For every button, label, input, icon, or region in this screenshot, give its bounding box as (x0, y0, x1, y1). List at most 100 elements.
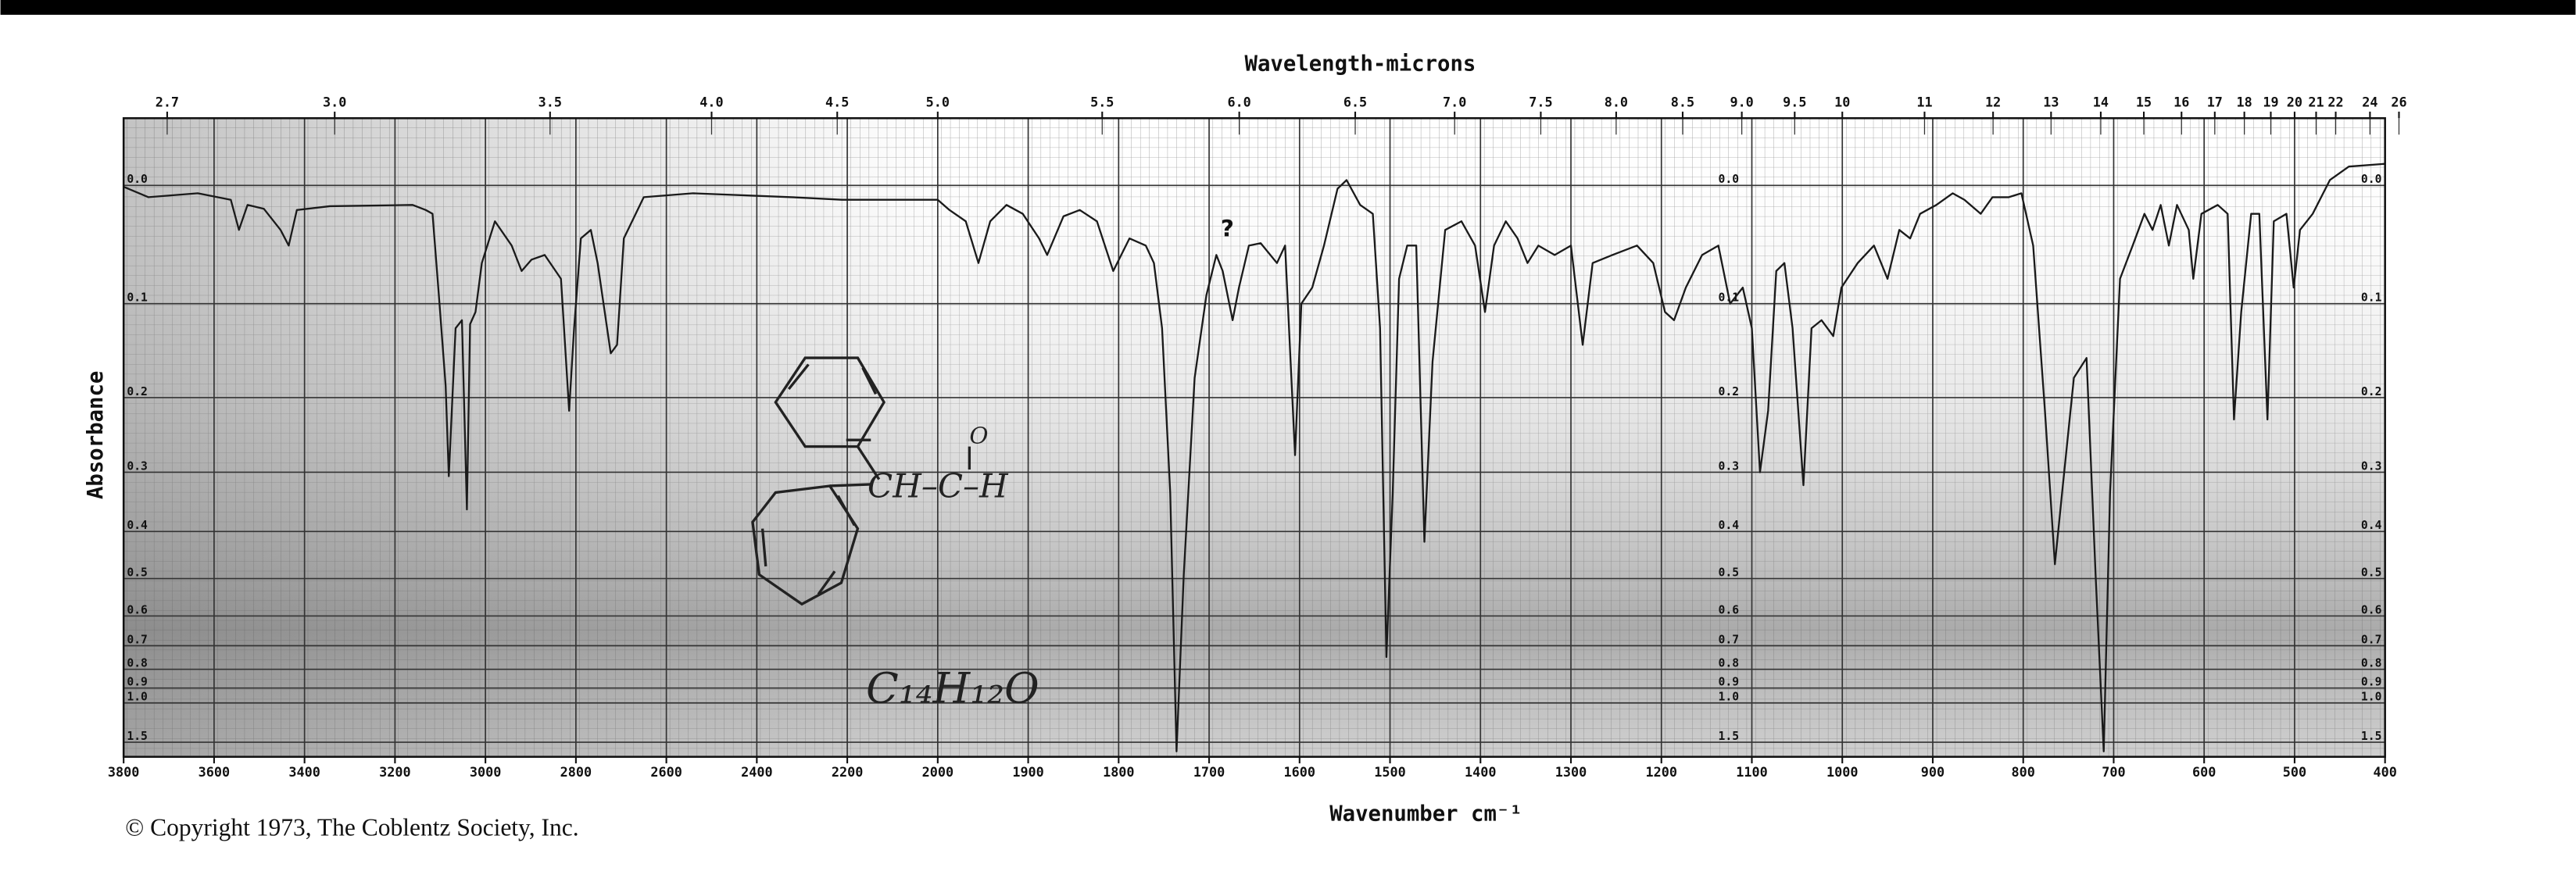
ring-2 (751, 484, 860, 606)
top-tick-label: 4.5 (825, 95, 849, 110)
top-tick-label: 19 (2263, 95, 2278, 110)
y-tick-label: 1.5 (1719, 730, 1740, 743)
x-tick-label: 1100 (1736, 764, 1767, 780)
y-tick-label: 0.4 (127, 519, 148, 532)
x-tick-label: 3400 (288, 764, 320, 780)
y-tick-label: 0.6 (1719, 603, 1740, 616)
top-tick-label: 22 (2327, 95, 2343, 110)
x-tick-label: 1900 (1012, 764, 1043, 780)
plot-frame (122, 117, 2386, 758)
top-tick-label: 8.0 (1605, 95, 1628, 110)
x-tick-label: 1800 (1103, 764, 1134, 780)
y-tick-label: 0.4 (1719, 519, 1740, 532)
x-tick-label: 2600 (650, 764, 682, 780)
y-tick-label: 0.7 (127, 633, 148, 646)
top-tick-label: 3.5 (538, 95, 562, 110)
ring-links (829, 445, 881, 488)
y-tick-label: 0.0 (2361, 173, 2382, 186)
x-tick-label: 3000 (470, 764, 501, 780)
x-tick-label: 2800 (560, 764, 592, 780)
y-tick-label: 0.1 (2361, 291, 2382, 305)
y-tick-label: 0.5 (2361, 566, 2382, 579)
y-tick-label: 1.0 (127, 691, 148, 704)
x-tick-label: 1200 (1646, 764, 1677, 780)
top-tick-label: 5.0 (926, 95, 950, 110)
top-tick-label: 4.0 (699, 95, 723, 110)
chart-paper (123, 118, 2385, 757)
ring-2-bonds (760, 495, 856, 595)
question-mark: ? (1221, 216, 1234, 242)
top-tick-label: 9.0 (1730, 95, 1753, 110)
y-tick-label: 0.0 (127, 173, 148, 186)
y-tick-label: 0.3 (2361, 459, 2382, 473)
top-tick-label: 20 (2287, 95, 2302, 110)
y-tick-label: 0.8 (2361, 657, 2382, 670)
top-tick-label: 26 (2391, 95, 2406, 110)
copyright: © Copyright 1973, The Coblentz Society, … (125, 814, 578, 841)
top-tick-label: 16 (2174, 95, 2189, 110)
x-tick-label: 1500 (1374, 764, 1405, 780)
x-tick-label: 2400 (741, 764, 772, 780)
top-tick-label: 17 (2207, 95, 2223, 110)
grid: 0.0 0.0 0.00.1 0.1 0.10.2 0.2 0.20.3 0.3 0.30.4 0… (108, 95, 2407, 780)
paper-shading-left (123, 118, 937, 757)
x-tick-label: 1400 (1465, 764, 1496, 780)
y-tick-label: 0.9 (127, 676, 148, 689)
formula: C₁₄H₁₂O (866, 662, 1039, 712)
x-axis-title: Wavenumber cm⁻¹ (1329, 802, 1522, 827)
structure-drawing (751, 356, 971, 606)
top-tick-label: 3.0 (323, 95, 346, 110)
spectrum-line (123, 162, 2385, 752)
top-tick-label: 18 (2237, 95, 2252, 110)
top-tick-label: 24 (2362, 95, 2377, 110)
y-tick-label: 0.5 (1719, 566, 1740, 579)
x-tick-label: 700 (2102, 764, 2125, 780)
x-tick-label: 1700 (1193, 764, 1225, 780)
y-tick-label: 1.0 (1719, 691, 1740, 704)
y-tick-label: 0.5 (127, 566, 148, 579)
y-tick-label: 0.8 (1719, 657, 1740, 670)
top-tick-label: 2.7 (156, 95, 179, 110)
x-tick-label: 3800 (108, 764, 139, 780)
y-tick-label: 0.4 (2361, 519, 2382, 532)
x-tick-label: 2000 (922, 764, 953, 780)
top-tick-label: 7.5 (1529, 95, 1552, 110)
x-tick-label: 900 (1921, 764, 1945, 780)
top-tick-label: 6.5 (1343, 95, 1367, 110)
x-tick-label: 1300 (1555, 764, 1587, 780)
y-tick-label: 0.0 (1719, 173, 1740, 186)
y-tick-label: 1.5 (127, 730, 148, 743)
x-tick-label: 3600 (199, 764, 230, 780)
top-tick-label: 7.0 (1443, 95, 1466, 110)
oxygen-label: O (969, 422, 988, 448)
y-tick-label: 0.7 (1719, 633, 1740, 646)
y-tick-label: 0.3 (127, 459, 148, 473)
x-tick-label: 1000 (1826, 764, 1858, 780)
y-tick-label: 0.1 (127, 291, 148, 305)
top-tick-label: 21 (2308, 95, 2324, 110)
top-tick-label: 10 (1834, 95, 1850, 110)
y-axis-title: Absorbance (84, 371, 108, 499)
top-tick-label: 9.5 (1783, 95, 1806, 110)
top-tick-label: 13 (2043, 95, 2059, 110)
top-tick-label: 8.5 (1671, 95, 1694, 110)
x-tick-label: 2200 (832, 764, 863, 780)
top-tick-label: 6.0 (1227, 95, 1250, 110)
top-tick-label: 14 (2093, 95, 2109, 110)
ring-1-bonds (787, 363, 878, 441)
x-tick-label: 800 (2012, 764, 2035, 780)
y-tick-label: 0.6 (127, 603, 148, 616)
x-tick-label: 1600 (1284, 764, 1315, 780)
y-tick-label: 0.9 (1719, 676, 1740, 689)
x-tick-label: 3200 (379, 764, 410, 780)
x-tick-label: 600 (2192, 764, 2216, 780)
y-tick-label: 0.2 (127, 385, 148, 398)
top-border (0, 0, 2576, 15)
y-tick-label: 0.2 (1719, 385, 1740, 398)
y-tick-label: 0.3 (1719, 459, 1740, 473)
y-tick-label: 1.0 (2361, 691, 2382, 704)
x-tick-label: 500 (2283, 764, 2306, 780)
top-tick-label: 11 (1916, 95, 1932, 110)
top-tick-label: 5.5 (1090, 95, 1114, 110)
